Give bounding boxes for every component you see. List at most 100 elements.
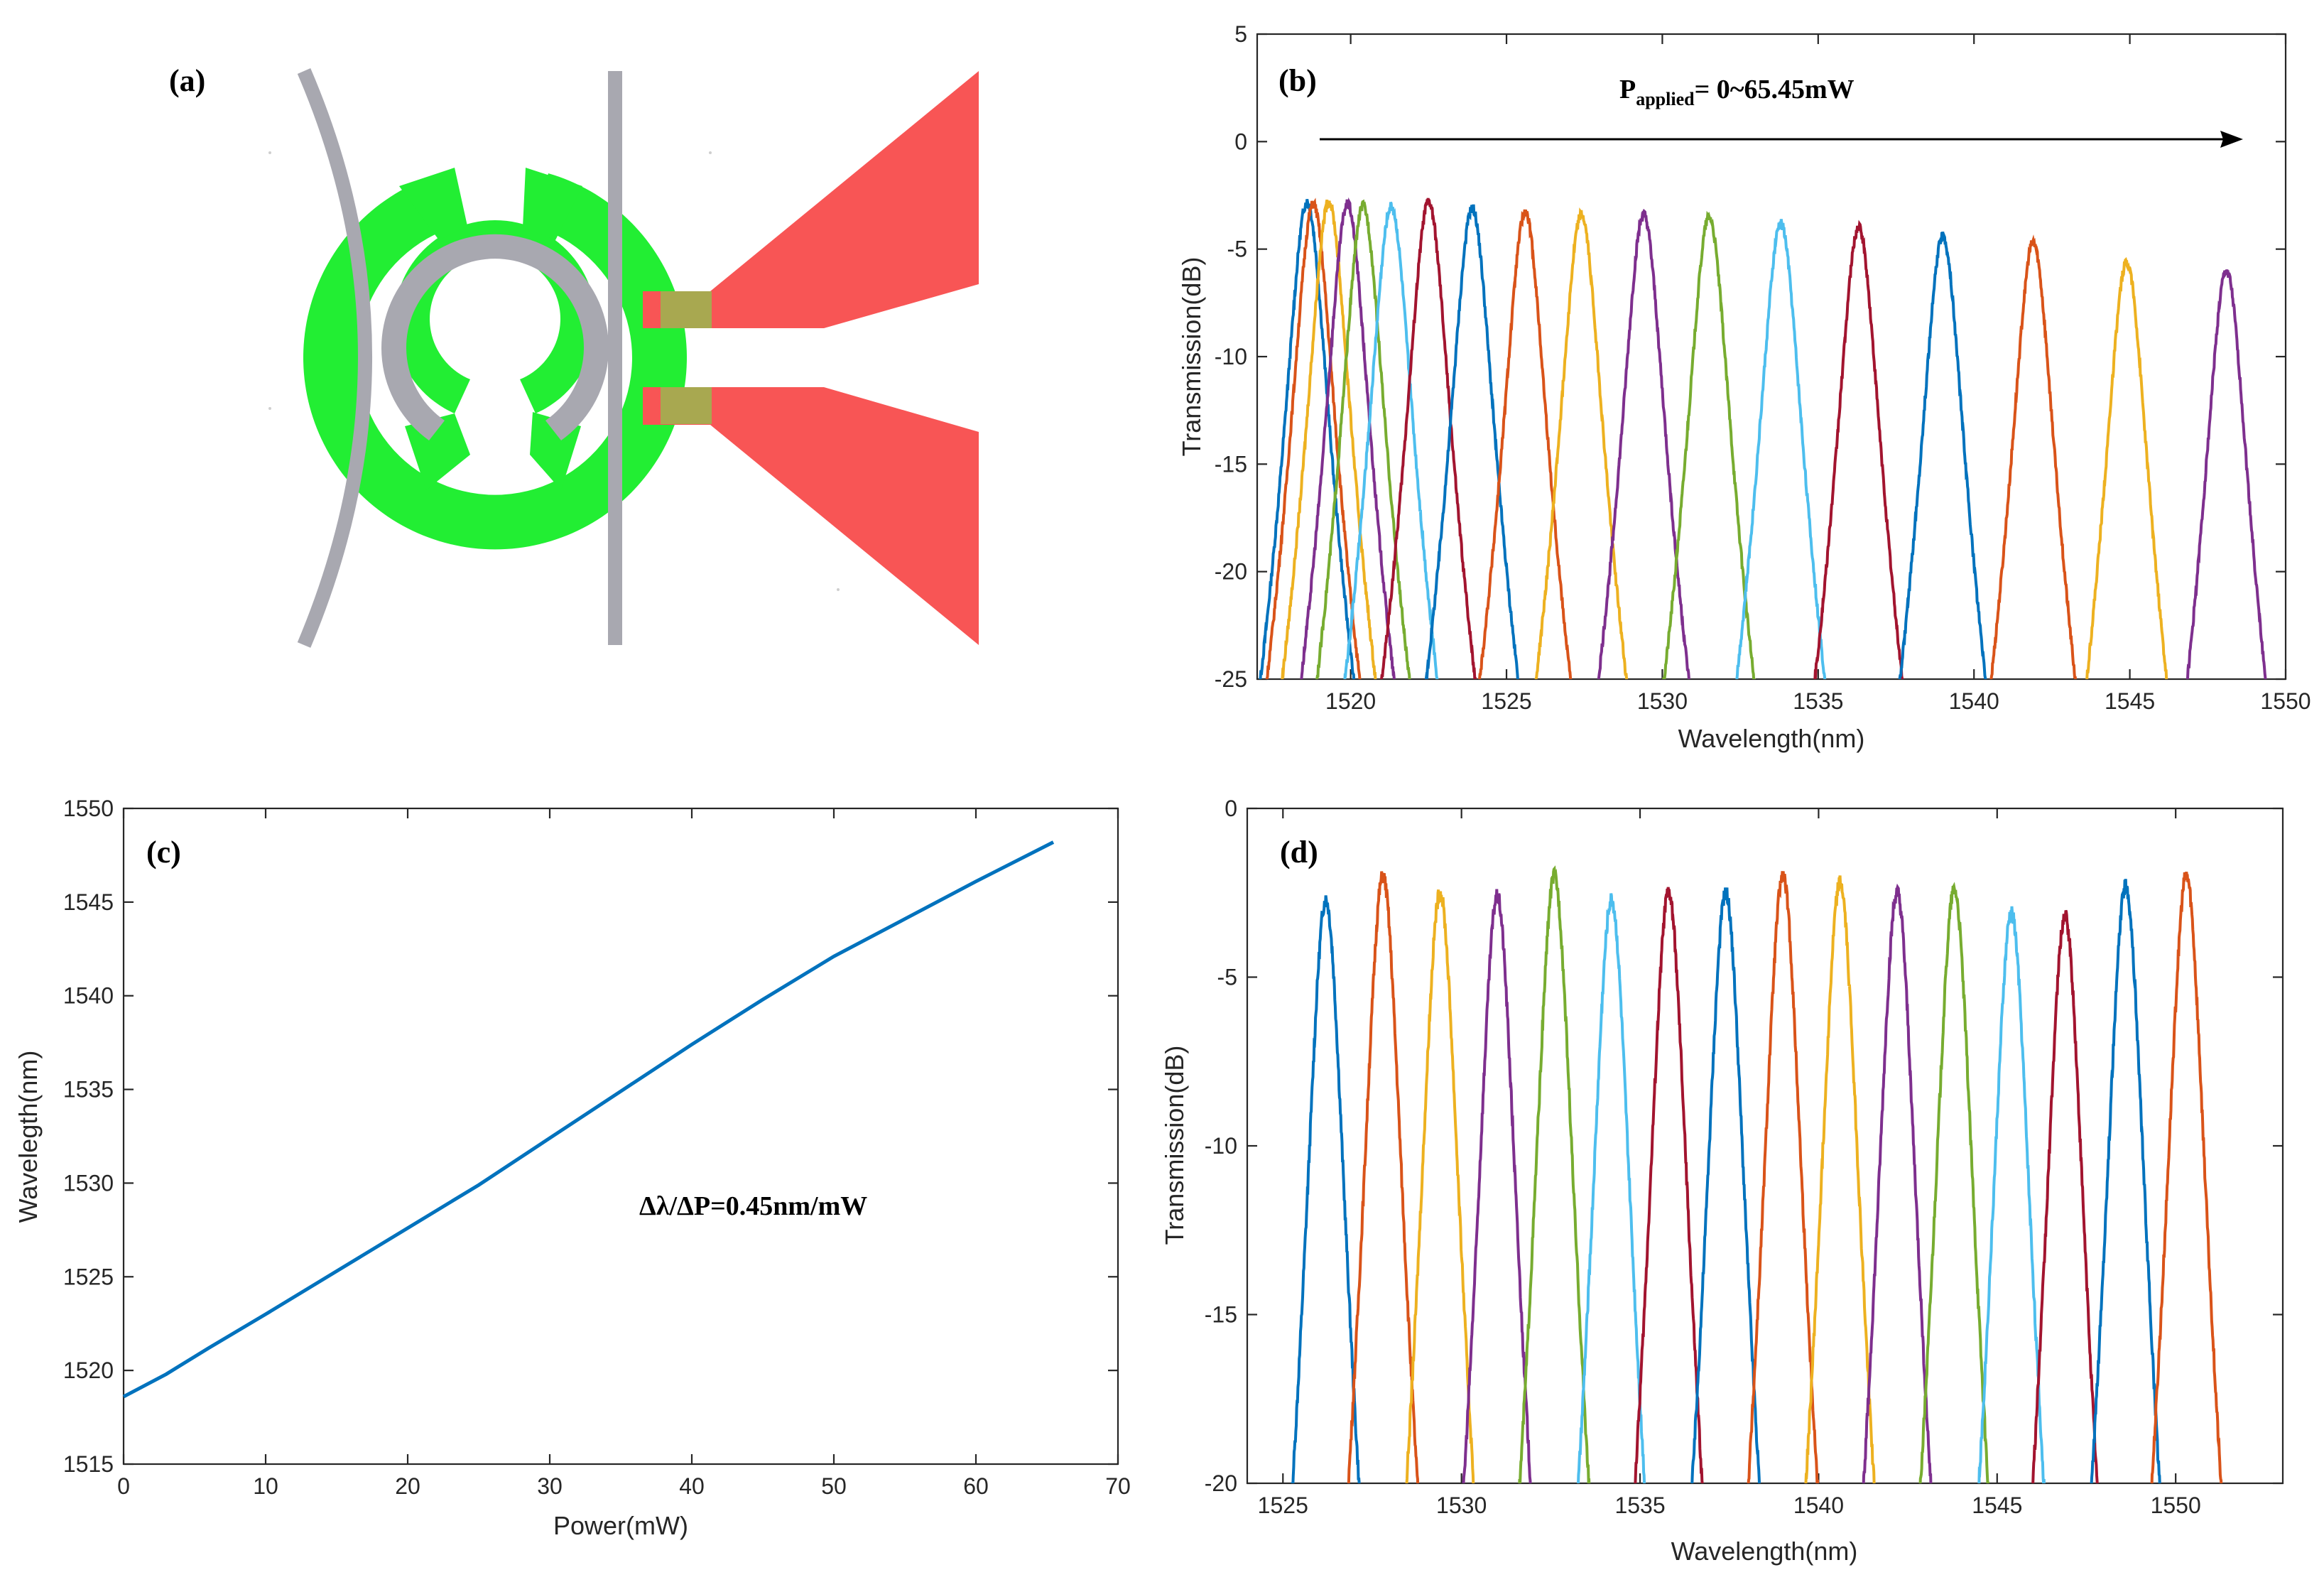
b-spectrum-16: [1989, 234, 2077, 679]
panel-b-label: (b): [1278, 63, 1317, 98]
d-spectrum-11: [1862, 883, 1933, 1483]
d-spectrum-13: [1977, 906, 2046, 1483]
bus-waveguide-straight: [608, 71, 622, 645]
b-spectrum-11: [1597, 208, 1690, 679]
panel-c-slope-annotation: Δλ/ΔP=0.45nm/mW: [639, 1191, 867, 1221]
bus-waveguide-arc: [297, 68, 372, 648]
b-spectrum-12: [1662, 210, 1756, 679]
panel-c-label: (c): [146, 835, 181, 870]
b-ytick-label: -15: [1215, 451, 1247, 477]
b-spectrum-9: [1478, 209, 1573, 679]
b-ytick-label: 5: [1234, 21, 1247, 47]
via-bottom: [661, 387, 712, 424]
panel-a-device-layout: (a): [169, 63, 979, 648]
d-spectrum-10: [1804, 875, 1876, 1483]
d-spectrum-2: [1347, 871, 1420, 1483]
b-spectrum-2: [1265, 197, 1362, 679]
c-ytick-label: 1545: [63, 889, 114, 915]
b-xtick-label: 1540: [1949, 688, 1999, 714]
d-spectrum-7: [1634, 887, 1704, 1483]
panel-c-ticks: [122, 807, 1119, 1466]
b-xtick-label: 1545: [2105, 688, 2155, 714]
panel-b-ylabel: Transmission(dB): [1177, 257, 1206, 457]
b-xtick-label: 1530: [1637, 688, 1688, 714]
c-ytick-label: 1515: [63, 1451, 114, 1477]
b-spectrum-6: [1343, 201, 1440, 679]
b-xtick-label: 1550: [2260, 688, 2311, 714]
b-xtick-label: 1520: [1325, 688, 1376, 714]
panel-a-label: (a): [169, 63, 205, 98]
panel-d-label: (d): [1280, 835, 1318, 870]
b-spectrum-4: [1300, 197, 1396, 679]
c-xtick-label: 30: [537, 1473, 563, 1499]
c-ytick-label: 1520: [63, 1358, 114, 1383]
heater-arm-left: [399, 168, 467, 240]
b-spectrum-18: [2185, 269, 2267, 679]
b-spectrum-5: [1315, 199, 1411, 679]
b-spectrum-7: [1380, 197, 1477, 679]
c-ytick-label: 1525: [63, 1264, 114, 1289]
b-spectrum-8: [1424, 204, 1519, 679]
via-top: [661, 291, 712, 328]
b-ytick-label: -20: [1215, 559, 1247, 585]
b-spectrum-14: [1813, 220, 1904, 679]
d-spectrum-15: [2090, 879, 2161, 1483]
panel-b-curves: [1259, 197, 2267, 679]
panel-c-xlabel: Power(mW): [553, 1511, 688, 1540]
panel-d-chart: 1525 1530 1535 1540 1545 1550 0 -5 -10 -15 -20 (d)…: [1160, 796, 2284, 1566]
c-ytick-label: 1550: [63, 796, 114, 821]
d-spectrum-9: [1747, 871, 1820, 1483]
d-spectrum-1: [1291, 895, 1361, 1483]
panel-d-xlabel: Wavelength(nm): [1671, 1537, 1858, 1566]
c-xtick-label: 60: [963, 1473, 989, 1499]
d-ytick-label: 0: [1225, 796, 1237, 821]
b-spectrum-10: [1534, 207, 1629, 679]
panel-d-curves: [1291, 865, 2223, 1483]
d-spectrum-8: [1690, 887, 1761, 1483]
c-xtick-label: 10: [253, 1473, 278, 1499]
c-xtick-label: 0: [117, 1473, 130, 1499]
panel-c-ylabel: Wavelegth(nm): [13, 1051, 43, 1223]
panel-b-ticks: [1257, 33, 2287, 681]
panel-d-ylabel: Transmission(dB): [1160, 1046, 1189, 1245]
b-spectrum-3: [1281, 199, 1377, 679]
panel-b-tick-labels: 1520 1525 1530 1535 1540 1545 1550 5 0 -5 -10 -15 -2…: [1215, 21, 2311, 714]
panel-b-arrow-head: [2220, 131, 2243, 148]
d-ytick-label: -10: [1205, 1133, 1237, 1159]
b-spectrum-15: [1898, 231, 1987, 679]
b-spectrum-17: [2085, 256, 2168, 679]
d-xtick-label: 1525: [1258, 1493, 1308, 1518]
b-ytick-label: -10: [1215, 344, 1247, 369]
b-xtick-label: 1535: [1793, 688, 1843, 714]
d-spectrum-3: [1405, 889, 1475, 1483]
electrode-pad-top: [643, 71, 979, 328]
electrode-pad-bottom: [643, 387, 979, 645]
b-ytick-label: -5: [1227, 237, 1247, 262]
panel-c-axes-box: [122, 807, 1119, 1466]
b-spectrum-13: [1735, 219, 1827, 679]
panel-c-chart: 0 10 20 30 40 50 60 70 1515 1520 1525 1530 1535 1540 1…: [13, 796, 1131, 1540]
panel-d-ticks: [1247, 807, 2283, 1485]
c-ytick-label: 1530: [63, 1170, 114, 1196]
d-spectrum-12: [1918, 882, 1990, 1483]
b-ytick-label: 0: [1234, 129, 1247, 154]
d-ytick-label: -5: [1217, 965, 1237, 990]
b-ytick-label: -25: [1215, 666, 1247, 692]
d-spectrum-4: [1462, 889, 1532, 1483]
d-xtick-label: 1530: [1436, 1493, 1487, 1518]
d-spectrum-16: [2150, 872, 2223, 1483]
c-wavelength-vs-power-line: [122, 840, 1055, 1399]
d-ytick-label: -15: [1205, 1302, 1237, 1328]
c-xtick-label: 50: [821, 1473, 847, 1499]
d-xtick-label: 1535: [1614, 1493, 1665, 1518]
c-xtick-label: 20: [395, 1473, 420, 1499]
d-ytick-label: -20: [1205, 1470, 1237, 1496]
d-spectrum-14: [2031, 909, 2099, 1483]
heater-arm-right: [523, 168, 582, 240]
d-xtick-label: 1540: [1793, 1493, 1844, 1518]
c-ytick-label: 1540: [63, 983, 114, 1009]
b-spectrum-1: [1259, 199, 1356, 679]
panel-b-chart: 1520 1525 1530 1535 1540 1545 1550 5 0 -5 -10 -15 -2…: [1177, 21, 2311, 753]
d-xtick-label: 1550: [2151, 1493, 2201, 1518]
